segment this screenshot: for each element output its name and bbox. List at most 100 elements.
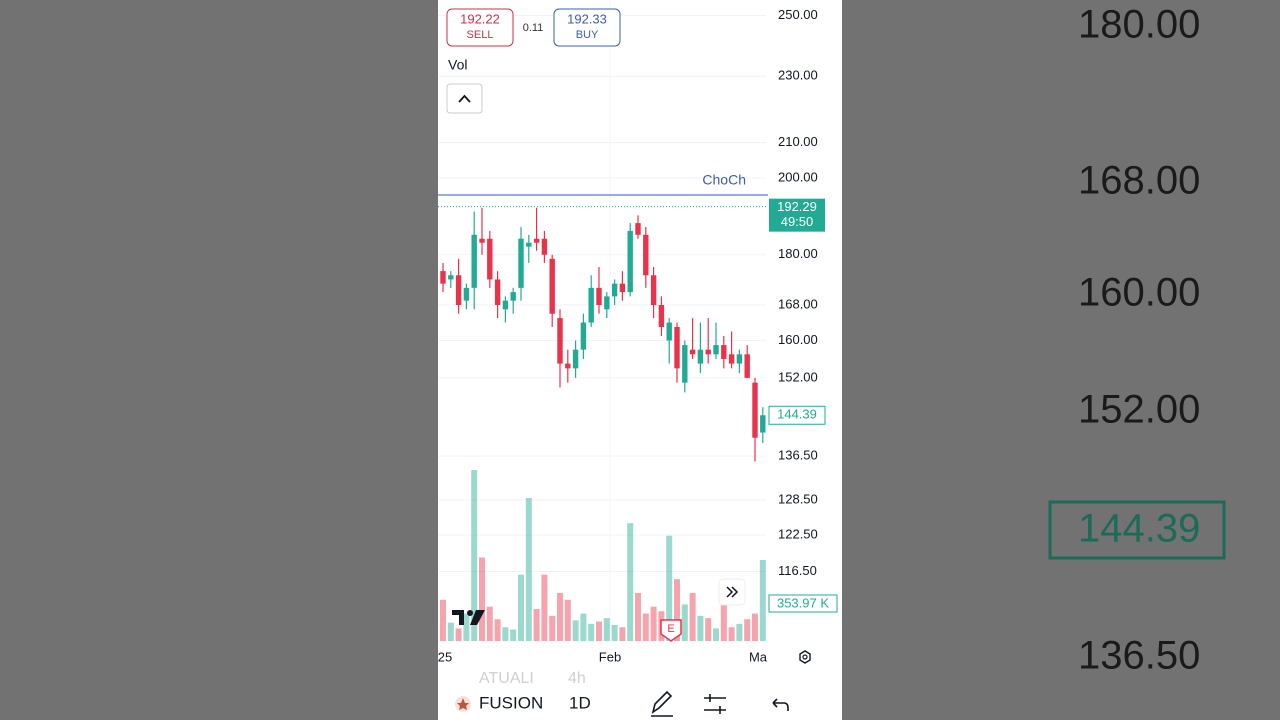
volume-bar	[541, 574, 548, 641]
buy-price: 192.33	[567, 11, 607, 26]
candle-body	[494, 279, 501, 305]
volume-bar	[674, 579, 680, 641]
candle-body	[440, 271, 446, 284]
volume-bar	[713, 628, 719, 641]
candle-body	[619, 283, 626, 293]
candle-body	[565, 363, 571, 369]
candle-body	[627, 230, 633, 293]
candle-body	[510, 292, 516, 301]
x-tick-label: Feb	[599, 649, 621, 664]
volume-bar	[572, 620, 579, 641]
y-tick-label: 250.00	[778, 7, 818, 22]
candle-body	[752, 382, 758, 438]
candle-body	[650, 275, 657, 305]
volume-bar	[697, 615, 704, 641]
volume-bar	[736, 623, 743, 641]
current-price-box	[769, 198, 825, 232]
candle-body	[572, 349, 579, 369]
candle-body	[697, 349, 704, 364]
candle-body	[518, 238, 524, 288]
volume-bar	[611, 624, 618, 641]
candle-body	[604, 296, 610, 310]
candle-body	[635, 223, 641, 235]
candle-body	[580, 322, 587, 350]
volume-bar	[759, 560, 766, 641]
last-close-box	[768, 405, 826, 425]
y-tick-label: 128.50	[778, 492, 818, 507]
bg-price-label: 168.00	[1078, 159, 1200, 203]
candle-body	[471, 234, 477, 288]
candle-body	[736, 354, 743, 364]
volume-bar	[494, 619, 501, 641]
sell-button[interactable]	[446, 8, 514, 47]
symbol[interactable]: FUSION	[479, 693, 543, 712]
volume-bar	[549, 615, 556, 641]
sell-price: 192.22	[460, 11, 500, 26]
candle-body	[502, 300, 509, 310]
candle-body	[674, 326, 680, 369]
volume-bar	[447, 622, 454, 641]
hint-right: 4h	[568, 670, 586, 687]
candle-body	[588, 287, 594, 323]
undo-icon[interactable]	[772, 698, 789, 711]
volume-bar	[518, 574, 524, 641]
indicators-icon[interactable]	[704, 694, 726, 714]
scroll-icon	[726, 586, 739, 598]
candle-body	[596, 287, 602, 305]
earnings-icon[interactable]	[660, 619, 682, 642]
bg-price-label: 180.00	[1078, 3, 1200, 47]
candle-body	[666, 322, 672, 341]
volume-bar	[681, 604, 688, 641]
volume-bar	[486, 606, 493, 641]
volume-bar	[533, 608, 540, 641]
volume-bar	[471, 470, 478, 641]
volume-bar	[635, 592, 641, 641]
hint-left: ATUALI	[479, 670, 534, 687]
draw-icon[interactable]	[651, 690, 673, 717]
volume-bar	[502, 627, 509, 641]
bg-price-label: 160.00	[1078, 271, 1200, 315]
candle-body	[721, 345, 727, 359]
candle-body	[713, 345, 719, 355]
bg-price-label: 136.50	[1078, 634, 1200, 678]
y-tick-label: 122.50	[778, 526, 818, 541]
bg-price-box	[1048, 500, 1226, 560]
spread: 0.11	[523, 22, 544, 34]
volume-bar	[728, 627, 735, 641]
volume-bar	[588, 623, 595, 641]
settings-icon[interactable]	[799, 650, 811, 664]
sell-label: SELL	[467, 29, 494, 41]
volume-label-box	[768, 594, 838, 613]
volume-bar	[752, 613, 758, 641]
interval[interactable]: 1D	[569, 693, 591, 712]
candle-body	[760, 415, 766, 433]
volume-bar	[525, 497, 532, 641]
y-tick-label: 152.00	[778, 369, 818, 384]
volume-bar	[580, 613, 587, 641]
candle-body	[611, 283, 618, 297]
candle-body	[744, 354, 750, 378]
collapse-button[interactable]	[446, 83, 483, 114]
candle-body	[448, 275, 454, 280]
symbol-star	[457, 698, 469, 710]
x-tick-label: Ma	[749, 649, 768, 664]
settings-dot	[802, 654, 808, 660]
candle-body	[549, 258, 555, 314]
blurred-right	[842, 0, 1280, 720]
y-tick-label: 230.00	[778, 68, 818, 83]
candle-body	[533, 238, 540, 243]
volume-bar	[705, 618, 712, 641]
volume-bar	[642, 613, 649, 641]
volume-bar	[463, 613, 470, 641]
volume-bar	[650, 606, 657, 641]
choch-label: ChoCh	[702, 172, 746, 188]
volume-bar	[627, 523, 634, 641]
y-tick-label: 160.00	[778, 332, 818, 347]
candle-body	[705, 349, 711, 355]
buy-button[interactable]	[553, 8, 621, 47]
candle-body	[728, 354, 735, 364]
volume-bar	[440, 599, 446, 641]
volume-bar	[603, 618, 610, 641]
